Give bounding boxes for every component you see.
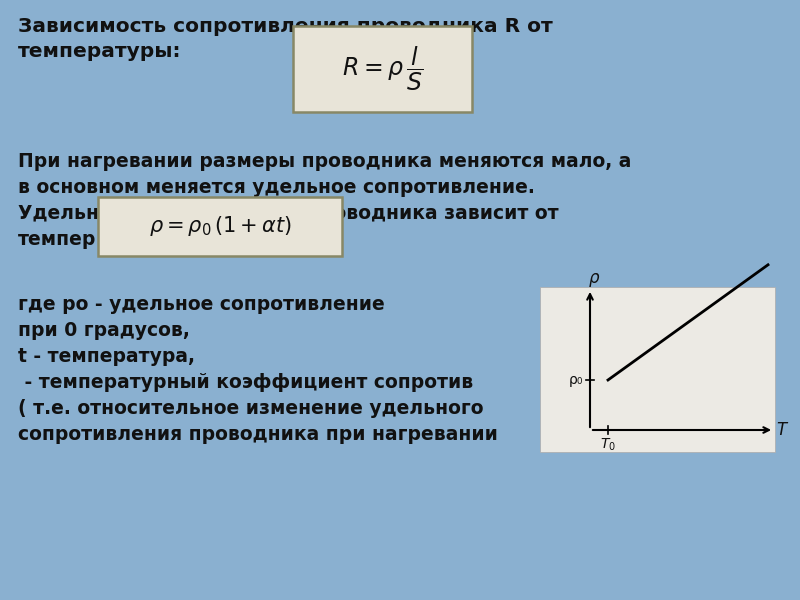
- Text: T: T: [776, 421, 786, 439]
- FancyBboxPatch shape: [540, 287, 775, 452]
- Text: $T_0$: $T_0$: [600, 437, 616, 454]
- Text: температуры:: температуры:: [18, 42, 182, 61]
- Text: ρ₀: ρ₀: [569, 373, 583, 387]
- FancyBboxPatch shape: [98, 197, 342, 256]
- Text: темпер: темпер: [18, 230, 96, 249]
- Text: Зависимость сопротивления проводника R от: Зависимость сопротивления проводника R о…: [18, 17, 553, 36]
- Text: ( т.е. относительное изменение удельного: ( т.е. относительное изменение удельного: [18, 399, 483, 418]
- Text: сопротивления проводника при нагревании: сопротивления проводника при нагревании: [18, 425, 498, 444]
- FancyBboxPatch shape: [293, 26, 472, 112]
- Text: в основном меняется удельное сопротивление.: в основном меняется удельное сопротивлен…: [18, 178, 535, 197]
- Text: t - температура,: t - температура,: [18, 347, 195, 366]
- Text: ρ: ρ: [589, 269, 599, 287]
- Text: где ро - удельное сопротивление: где ро - удельное сопротивление: [18, 295, 385, 314]
- Text: $\rho = \rho_0\,(1 + \alpha t)$: $\rho = \rho_0\,(1 + \alpha t)$: [149, 214, 291, 238]
- Text: при 0 градусов,: при 0 градусов,: [18, 321, 190, 340]
- Text: $R = \rho\,\dfrac{l}{S}$: $R = \rho\,\dfrac{l}{S}$: [342, 45, 423, 93]
- Text: При нагревании размеры проводника меняются мало, а: При нагревании размеры проводника меняют…: [18, 152, 631, 171]
- Text: - температурный коэффициент сопротив: - температурный коэффициент сопротив: [18, 373, 474, 392]
- Text: Удельн                                  роводника зависит от: Удельн роводника зависит от: [18, 204, 558, 223]
